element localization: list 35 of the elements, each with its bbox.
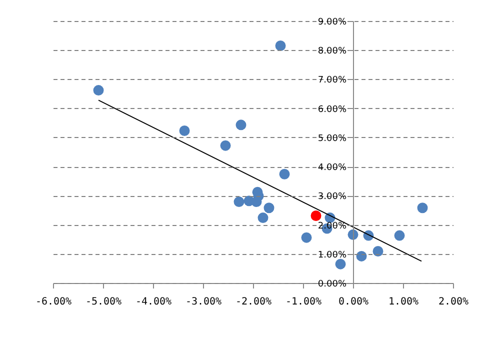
point: [275, 40, 286, 51]
point: [372, 246, 384, 257]
point: [279, 168, 290, 180]
y-tick-label: 1.00%: [318, 250, 347, 260]
point: [356, 250, 367, 262]
x-tick-label: -5.00%: [85, 296, 122, 308]
point: [335, 258, 346, 270]
point: [220, 140, 231, 151]
x-tick-label: -1.00%: [285, 296, 322, 308]
y-tick-label: 0.00%: [318, 280, 347, 290]
point: [179, 126, 190, 136]
x-tick-label: 0.00%: [338, 296, 369, 308]
point: [310, 210, 322, 221]
y-tick-label: 5.00%: [318, 134, 347, 144]
y-tick-label: 6.00%: [318, 104, 347, 115]
y-tick-label: 9.00%: [318, 18, 347, 28]
y-tick-label: 4.00%: [318, 163, 347, 174]
y-tick-label: 7.00%: [318, 76, 347, 86]
point: [234, 196, 244, 208]
point: [251, 196, 262, 208]
point: [301, 232, 312, 243]
point: [236, 120, 246, 130]
x-tick-label: 2.00%: [438, 296, 469, 308]
point: [93, 85, 104, 96]
x-tick-label: -2.00%: [235, 296, 272, 308]
point: [258, 212, 268, 224]
y-tick-label: 8.00%: [318, 46, 347, 57]
point: [264, 202, 274, 214]
point: [417, 202, 428, 214]
point: [394, 230, 405, 241]
x-tick-label: -3.00%: [185, 296, 222, 308]
x-tick-label: -4.00%: [135, 296, 172, 308]
x-tick-label: 1.00%: [388, 296, 419, 308]
y-tick-label: 3.00%: [318, 192, 347, 202]
x-tick-label: -6.00%: [35, 296, 72, 308]
